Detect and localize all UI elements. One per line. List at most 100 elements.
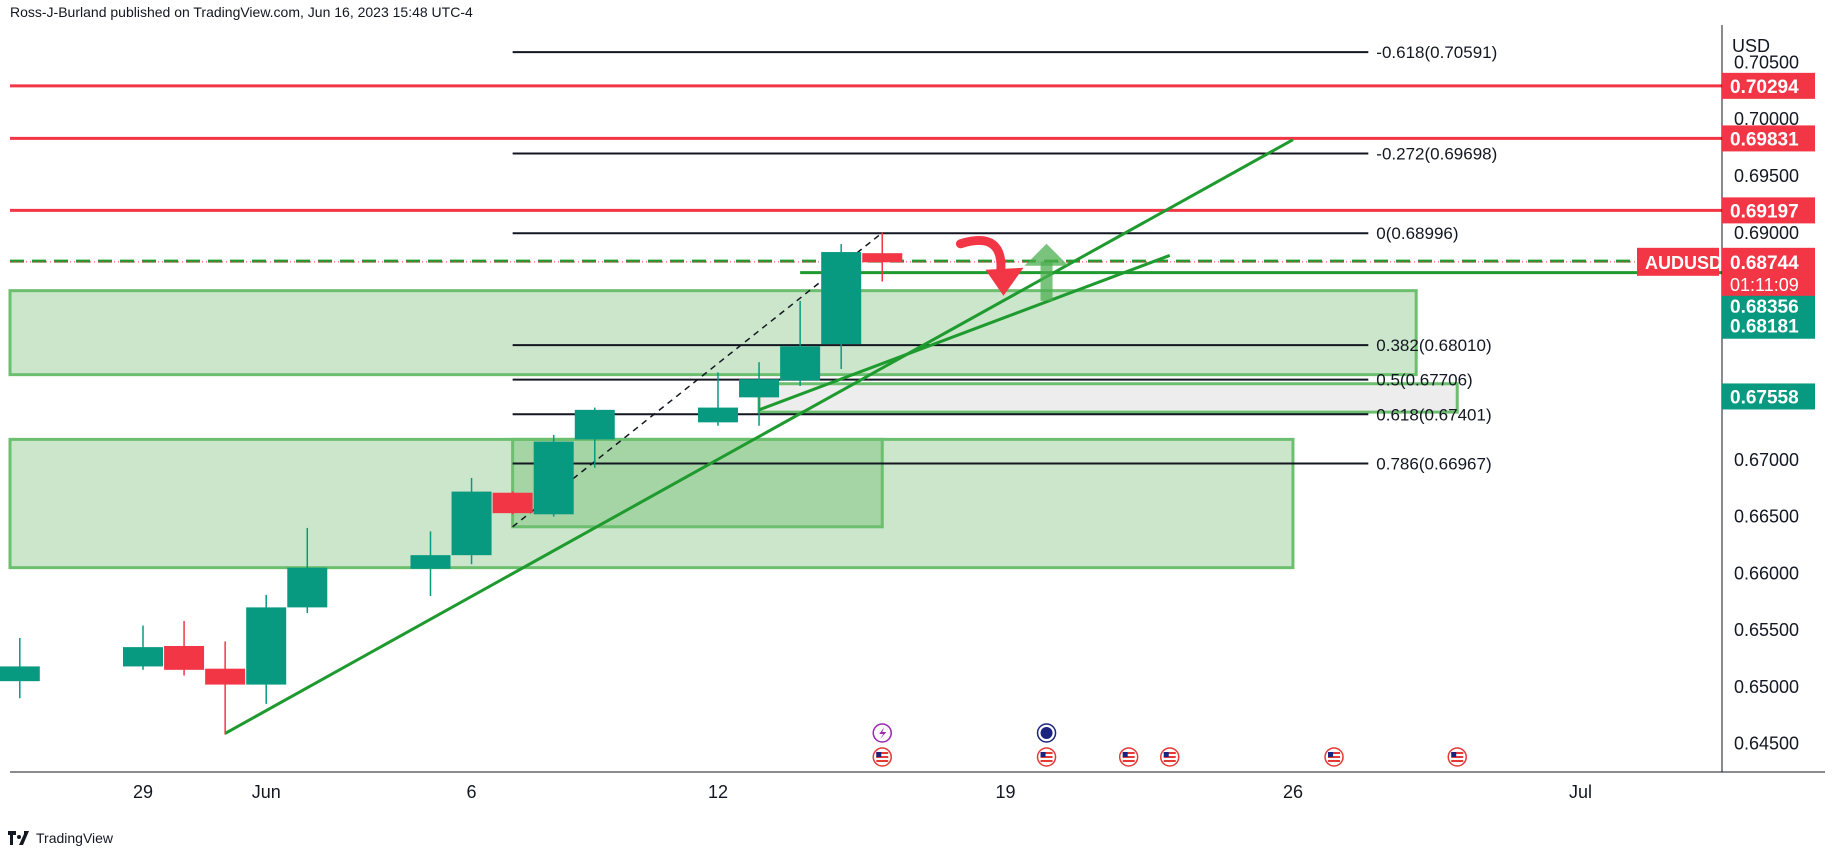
us-flag-stripe [1040,752,1053,754]
zone-rect [8,437,1295,570]
events-layer[interactable] [872,723,1467,767]
level-price-badge-text: 0.69197 [1730,201,1799,222]
us-flag-stripe [876,756,889,758]
zones-layer [8,289,1459,570]
dashed-trendline [512,232,883,528]
us-flag-canton [1451,752,1457,757]
y-tick-label: 0.70000 [1734,109,1799,129]
candles-layer [0,232,903,735]
us-flag-stripe [1163,752,1176,754]
level-price-badge-text: 0.69831 [1730,129,1799,150]
y-tick-label: 0.65500 [1734,620,1799,640]
us-flag-stripe [1451,752,1464,754]
us-flag-stripe [1122,760,1135,762]
candle-body [410,555,451,569]
support-price-badge [1722,383,1815,410]
candle-body [205,668,246,685]
level-price-badge-text: 0.70294 [1730,77,1799,98]
zone-rect [511,437,884,529]
x-tick-label: 19 [995,782,1015,802]
arrow-head-down-icon [985,267,1024,296]
us-flag-stripe [1122,756,1135,758]
footer-brand: TradingView [36,830,114,846]
y-tick-label: 0.70500 [1734,52,1799,72]
tradingview-logo-icon [8,831,29,845]
candle-body [246,607,287,685]
annotations-layer [955,235,1069,301]
x-tick-label: 12 [708,782,728,802]
us-flag-stripe [1163,760,1176,762]
support-price-badge [1722,312,1815,339]
footer: TradingView [8,830,113,846]
fib-level-label: -0.272(0.69698) [1376,145,1497,164]
support-price-badge-text: 0.67558 [1730,387,1799,408]
fib-level-label: 0.5(0.67706) [1376,371,1472,390]
us-flag-stripe [1328,756,1341,758]
fib-level-label: -0.618(0.70591) [1376,43,1497,62]
price-badges-layer: 0.702940.698310.691970.686490.683560.681… [1637,72,1815,410]
curved-arrow-down-icon [955,235,1006,280]
y-tick-label: 0.65000 [1734,677,1799,697]
y-tick-label: 0.66500 [1734,507,1799,527]
levels-layer [10,84,1722,275]
support-price-badge-text: 0.68181 [1730,317,1799,338]
zone-rect [8,289,1418,377]
us-flag-stripe [1040,756,1053,758]
trendline [758,254,1171,412]
y-tick-label: 0.69000 [1734,223,1799,243]
arrow-up-icon [1024,243,1069,266]
au-flag-glyph [1040,727,1053,739]
fib-level-label: 0(0.68996) [1376,224,1458,243]
candle-body [574,409,615,440]
fib-layer: -0.618(0.70591) -0.272(0.69698) 0(0.68996)… [512,43,1497,474]
us-flag-stripe [1451,760,1464,762]
level-price-badge [1722,72,1815,99]
us-flag-stripe [876,752,889,754]
trendline [224,138,1294,735]
candle-body [533,441,574,515]
candle-body [739,379,780,398]
publisher-header: Ross-J-Burland published on TradingView.… [10,4,473,20]
candle-body [451,491,492,556]
us-flag-stripe [1040,760,1053,762]
us-flag-stripe [1163,756,1176,758]
fib-level-label: 0.786(0.66967) [1376,455,1491,474]
y-tick-label: 0.69500 [1734,166,1799,186]
lightning-glyph [879,727,887,739]
fib-level-label: 0.618(0.67401) [1376,405,1491,424]
candle-body [780,346,821,381]
candle-body [0,666,40,682]
us-flag-canton [1328,752,1334,757]
current-price-text: 0.68744 [1730,253,1799,274]
countdown-text: 01:11:09 [1730,275,1799,295]
y-tick-label: 0.67000 [1734,450,1799,470]
us-flag-stripe [1451,756,1464,758]
axes-layer: 0.64500 0.65000 0.65500 0.66000 0.66500 0.670… [10,25,1825,802]
candle-body [821,252,862,345]
us-flag-canton [1163,752,1169,757]
trendlines-layer [224,138,1294,735]
us-flag-stripe [1328,752,1341,754]
us-flag-stripe [876,760,889,762]
us-flag-stripe [1328,760,1341,762]
x-tick-label: 26 [1283,782,1303,802]
candle-body [123,647,163,667]
fib-level-label: 0.382(0.68010) [1376,336,1491,355]
level-price-badge [1722,125,1815,152]
current-price-badge [1722,247,1815,296]
us-flag-canton [1122,752,1128,757]
us-flag-stripe [1122,752,1135,754]
us-flag-canton [1040,752,1046,757]
candle-body [287,567,328,608]
arrow-up-shaft-icon [1040,261,1053,301]
zone-rect [757,382,1459,414]
candle-body [697,407,738,423]
level-price-badge [1722,197,1815,224]
support-price-badge-text: 0.68356 [1730,297,1799,318]
currency-label: USD [1732,36,1770,56]
candle-body [862,253,903,263]
y-tick-label: 0.64500 [1734,734,1799,754]
x-tick-label: Jun [252,782,281,802]
us-flag-canton [876,752,882,757]
